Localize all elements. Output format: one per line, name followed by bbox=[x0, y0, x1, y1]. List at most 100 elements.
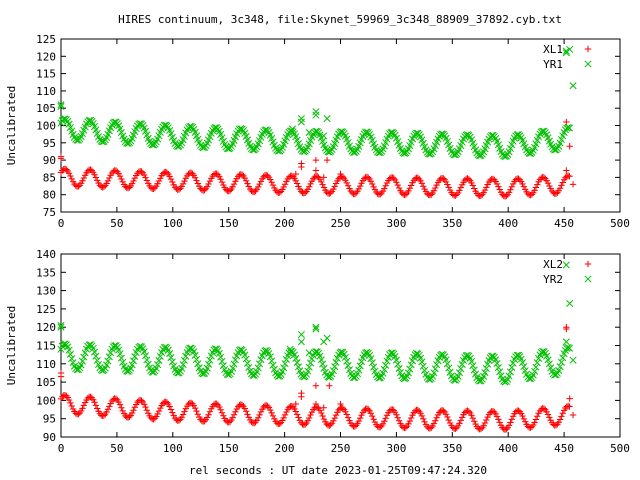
legend-label: XL2 bbox=[543, 258, 563, 271]
data-point bbox=[223, 370, 231, 378]
data-point bbox=[565, 124, 574, 132]
data-point bbox=[558, 182, 565, 189]
data-point bbox=[312, 325, 320, 333]
data-point bbox=[65, 346, 73, 354]
data-point bbox=[444, 181, 451, 188]
data-point bbox=[298, 160, 305, 167]
data-point bbox=[304, 417, 312, 424]
data-point bbox=[267, 406, 274, 414]
data-point bbox=[443, 360, 451, 368]
data-point bbox=[323, 334, 331, 342]
data-point bbox=[307, 411, 314, 419]
data-point bbox=[493, 413, 501, 420]
y-tick-label: 105 bbox=[36, 102, 56, 115]
data-point bbox=[505, 372, 513, 380]
data-point bbox=[452, 425, 459, 432]
data-point bbox=[312, 400, 320, 408]
data-point bbox=[126, 413, 133, 421]
data-point bbox=[496, 419, 503, 426]
data-point bbox=[205, 180, 212, 188]
data-point bbox=[230, 411, 238, 418]
data-point bbox=[312, 167, 320, 174]
data-point bbox=[181, 408, 188, 415]
data-point bbox=[175, 417, 183, 424]
data-point bbox=[543, 352, 551, 360]
data-point bbox=[306, 359, 315, 367]
data-point bbox=[304, 367, 312, 375]
data-point bbox=[382, 182, 389, 189]
data-point bbox=[496, 186, 503, 193]
data-point bbox=[264, 402, 271, 410]
data-point bbox=[242, 177, 250, 184]
data-point bbox=[314, 403, 321, 411]
x-tick-label: 150 bbox=[219, 217, 239, 230]
data-point bbox=[104, 406, 112, 413]
data-point bbox=[166, 349, 174, 358]
data-point bbox=[494, 363, 502, 372]
data-point bbox=[104, 357, 112, 365]
data-point bbox=[116, 172, 124, 180]
data-point bbox=[59, 393, 66, 400]
data-point bbox=[295, 414, 302, 421]
data-point bbox=[166, 403, 173, 410]
data-point bbox=[477, 425, 485, 433]
data-point bbox=[356, 182, 364, 190]
data-point bbox=[544, 411, 552, 418]
data-point bbox=[155, 177, 163, 185]
data-point bbox=[503, 192, 510, 200]
data-point bbox=[142, 403, 149, 411]
data-point bbox=[122, 183, 129, 190]
data-point bbox=[323, 156, 331, 164]
data-point bbox=[194, 360, 202, 368]
data-point bbox=[254, 364, 262, 372]
data-point bbox=[402, 191, 409, 198]
data-point bbox=[379, 369, 387, 377]
legend-symbol bbox=[584, 275, 592, 283]
data-point bbox=[425, 375, 433, 383]
data-point bbox=[60, 340, 68, 348]
data-point bbox=[404, 369, 413, 377]
data-point bbox=[206, 356, 214, 364]
y-tick-label: 110 bbox=[36, 358, 56, 371]
data-point bbox=[380, 365, 388, 374]
data-point bbox=[483, 416, 490, 424]
legend-marker bbox=[584, 275, 592, 283]
data-point bbox=[532, 416, 540, 423]
data-point bbox=[168, 358, 176, 366]
data-point bbox=[159, 170, 167, 177]
data-point bbox=[288, 402, 295, 410]
data-point bbox=[370, 416, 377, 423]
data-point bbox=[119, 358, 127, 366]
data-point bbox=[292, 408, 299, 415]
data-point bbox=[365, 174, 372, 181]
data-point bbox=[269, 181, 277, 189]
data-point bbox=[419, 362, 427, 370]
data-point bbox=[150, 415, 157, 423]
data-point bbox=[215, 349, 223, 357]
x-tick-label: 200 bbox=[275, 442, 295, 455]
data-point bbox=[493, 180, 501, 188]
data-point bbox=[312, 111, 320, 119]
series-YR1 bbox=[57, 45, 577, 161]
data-point bbox=[103, 408, 110, 416]
data-point bbox=[382, 361, 390, 369]
data-point bbox=[445, 184, 452, 191]
y-axis-label: Uncalibrated bbox=[5, 86, 18, 165]
data-point bbox=[533, 359, 541, 367]
data-point bbox=[279, 417, 286, 424]
data-point bbox=[374, 423, 381, 430]
data-point bbox=[320, 415, 328, 423]
data-point bbox=[91, 171, 98, 178]
data-point bbox=[370, 363, 378, 371]
y-tick-label: 95 bbox=[43, 137, 56, 150]
x-tick-label: 500 bbox=[610, 217, 630, 230]
data-point bbox=[68, 355, 76, 363]
data-point bbox=[507, 419, 514, 426]
data-point bbox=[456, 187, 463, 194]
data-point bbox=[330, 417, 337, 425]
data-point bbox=[293, 411, 301, 418]
data-point bbox=[365, 406, 372, 413]
data-point bbox=[267, 176, 274, 183]
data-point bbox=[446, 368, 454, 376]
data-point bbox=[480, 422, 487, 429]
